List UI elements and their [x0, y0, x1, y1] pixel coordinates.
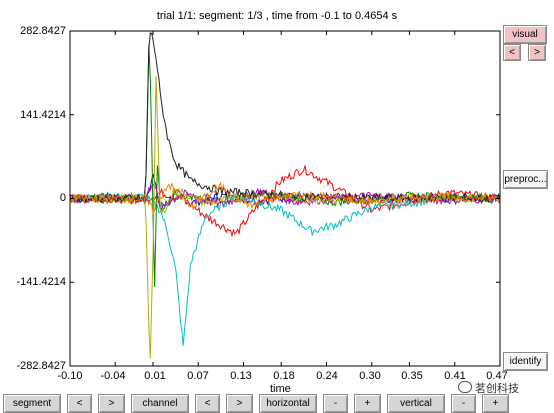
x-tick-label: 0.41: [444, 370, 466, 382]
y-tick-label: 141.4214: [20, 109, 66, 121]
series-line: [70, 191, 500, 346]
x-tick-label: 0.07: [187, 370, 209, 382]
visual-button[interactable]: visual: [503, 25, 547, 44]
y-tick-label: -141.4214: [16, 276, 66, 288]
figure-title: trial 1/1: segment: 1/3 , time from -0.1…: [156, 10, 398, 22]
segment-next-button[interactable]: >: [98, 394, 125, 413]
series-line: [70, 173, 500, 210]
x-tick-label: 0.47: [486, 370, 508, 382]
y-tick-label: -282.8427: [16, 360, 66, 372]
y-tick-label: 0: [59, 192, 66, 204]
preproc-button[interactable]: preproc...: [503, 170, 548, 189]
horizontal-minus-button[interactable]: -: [323, 394, 348, 413]
x-tick-label: 0.35: [401, 370, 423, 382]
identify-button[interactable]: identify: [503, 352, 548, 371]
horizontal-label-button[interactable]: horizontal: [259, 394, 317, 413]
x-axis-label: time: [270, 383, 291, 395]
series-line: [70, 181, 500, 215]
segment-label-button[interactable]: segment: [3, 394, 61, 413]
x-tick-label: 0.01: [144, 370, 166, 382]
visual-prev-button[interactable]: <: [503, 44, 521, 61]
x-tick-label: -0.04: [100, 370, 126, 382]
segment-prev-button[interactable]: <: [67, 394, 92, 413]
y-tick-label: 282.8427: [20, 25, 66, 37]
series-line: [70, 44, 500, 288]
visual-next-button[interactable]: >: [528, 44, 546, 61]
wechat-icon: [458, 381, 472, 393]
series-group: [70, 32, 500, 359]
x-tick-label: 0.24: [316, 370, 338, 382]
watermark-logo: 茗创科技: [458, 380, 519, 396]
x-tick-label: -0.10: [57, 370, 83, 382]
channel-label-button[interactable]: channel: [131, 394, 189, 413]
watermark-text: 茗创科技: [475, 383, 519, 395]
channel-prev-button[interactable]: <: [195, 394, 220, 413]
horizontal-plus-button[interactable]: +: [354, 394, 381, 413]
x-tick-label: 0.13: [230, 370, 252, 382]
vertical-minus-button[interactable]: -: [451, 394, 476, 413]
x-tick-label: 0.18: [273, 370, 295, 382]
series-line: [70, 75, 500, 359]
channel-next-button[interactable]: >: [226, 394, 253, 413]
x-tick-label: 0.30: [359, 370, 381, 382]
vertical-label-button[interactable]: vertical: [387, 394, 445, 413]
vertical-plus-button[interactable]: +: [482, 394, 509, 413]
